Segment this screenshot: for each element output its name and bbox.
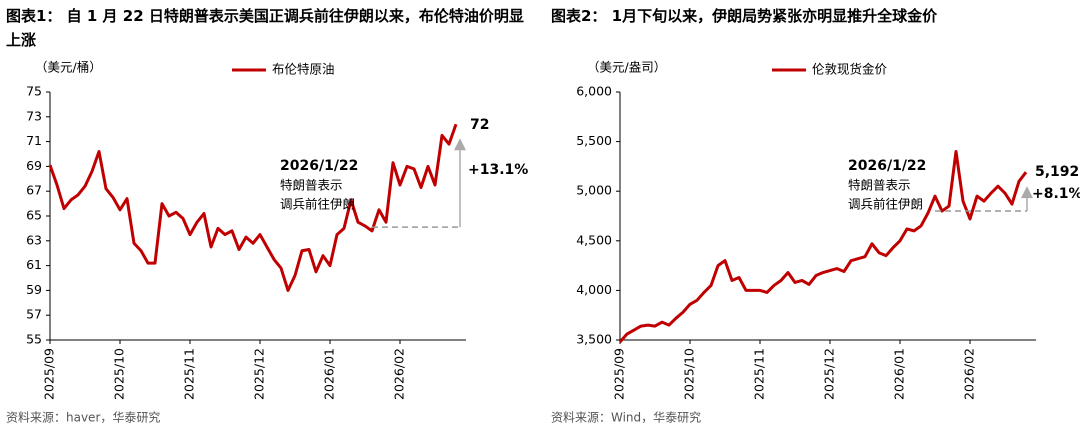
x-tick-label: 2025/11 — [752, 348, 767, 400]
end-label: 5,192 — [1035, 164, 1079, 180]
y-tick-label: 69 — [26, 158, 42, 173]
y-tick-label: 57 — [26, 307, 42, 322]
x-tick-label: 2026/02 — [962, 348, 977, 400]
x-tick-label: 2025/10 — [682, 348, 697, 400]
y-tick-label: 4,000 — [576, 282, 612, 297]
x-tick-label: 2025/09 — [612, 348, 627, 400]
y-tick-label: 61 — [26, 257, 42, 272]
chart-title: 图表2： 1月下旬以来，伊朗局势紧张亦明显推升全球金价 — [551, 7, 938, 25]
x-tick-label: 2026/01 — [892, 348, 907, 400]
x-tick-label: 2025/12 — [822, 348, 837, 400]
unit-label: （美元/盎司） — [587, 60, 666, 75]
y-tick-label: 3,500 — [576, 332, 612, 347]
legend-label: 布伦特原油 — [272, 62, 335, 77]
line-series — [48, 123, 458, 292]
chart-panel: 3,500 4,000 4,500 5,000 5,500 6,000 2025/09 202… — [545, 0, 1080, 429]
annotation-date: 2026/1/22 — [280, 158, 358, 174]
x-tick-label: 2025/11 — [182, 348, 197, 400]
unit-label: （美元/桶） — [35, 60, 102, 75]
annotation-text: 调兵前往伊朗 — [280, 197, 355, 212]
line-series — [618, 150, 1028, 343]
source-note: 资料来源：Wind，华泰研究 — [551, 410, 701, 425]
legend-label: 伦敦现货金价 — [812, 62, 888, 77]
y-tick-label: 55 — [26, 332, 42, 347]
y-tick-label: 71 — [26, 133, 42, 148]
annotation-text: 特朗普表示 — [848, 178, 911, 193]
chart-panel: 55 57 59 61 63 65 67 69 71 73 75 2025/09 2025/10 2025… — [0, 0, 535, 429]
y-tick-label: 4,500 — [576, 232, 612, 247]
change-label: +13.1% — [468, 162, 528, 178]
chart: 3,500 4,000 4,500 5,000 5,500 6,000 2025/09 202… — [551, 60, 1080, 425]
change-label: +8.1% — [1032, 186, 1080, 202]
x-tick-label: 2026/02 — [392, 348, 407, 400]
x-tick-label: 2026/01 — [322, 348, 337, 400]
y-tick-label: 6,000 — [576, 84, 612, 99]
annotation-date: 2026/1/22 — [848, 158, 926, 174]
chart: 55 57 59 61 63 65 67 69 71 73 75 2025/09 2025/10 2025… — [6, 60, 528, 425]
y-tick-label: 5,500 — [576, 133, 612, 148]
y-tick-label: 73 — [26, 108, 42, 123]
arrow-head — [1021, 186, 1033, 199]
x-tick-label: 2025/10 — [112, 348, 127, 400]
x-tick-label: 2025/12 — [252, 348, 267, 400]
y-tick-label: 65 — [26, 208, 42, 223]
end-label: 72 — [470, 117, 489, 133]
y-tick-label: 67 — [26, 183, 42, 198]
y-tick-label: 63 — [26, 232, 42, 247]
y-tick-label: 59 — [26, 282, 42, 297]
x-tick-label: 2025/09 — [42, 348, 57, 400]
source-note: 资料来源：haver，华泰研究 — [6, 410, 160, 425]
y-tick-label: 75 — [26, 84, 42, 99]
annotation-text: 特朗普表示 — [280, 178, 343, 193]
chart-title: 图表1： 自 1 月 22 日特朗普表示美国正调兵前往伊朗以来，布伦特油价明显上… — [6, 7, 524, 49]
y-tick-label: 5,000 — [576, 183, 612, 198]
arrow-head — [454, 138, 466, 151]
annotation-text: 调兵前往伊朗 — [848, 197, 923, 212]
